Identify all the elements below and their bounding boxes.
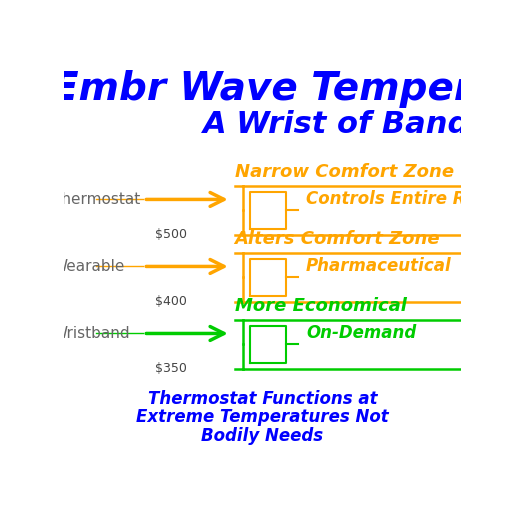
Text: More Economical: More Economical [234, 297, 407, 315]
Text: Extreme Temperatures Not: Extreme Temperatures Not [136, 409, 389, 426]
Text: A Wrist of Band: A Wrist of Band [203, 110, 470, 139]
Text: Pharmaceutical: Pharmaceutical [306, 258, 452, 275]
Text: Controls Entire Room: Controls Entire Room [306, 190, 505, 208]
Text: Alters Comfort Zone: Alters Comfort Zone [234, 230, 440, 248]
Text: $500: $500 [155, 228, 187, 241]
Text: Bodily Needs: Bodily Needs [201, 428, 324, 445]
Text: Embr Wave Temperature: Embr Wave Temperature [52, 70, 512, 108]
Text: $400: $400 [155, 295, 187, 308]
Text: Wristband: Wristband [52, 326, 130, 341]
Text: $350: $350 [155, 362, 187, 375]
Text: On-Demand: On-Demand [306, 325, 416, 343]
Text: Thermostat: Thermostat [52, 192, 140, 207]
Text: Wearable: Wearable [52, 259, 124, 274]
Text: Thermostat Functions at: Thermostat Functions at [147, 390, 377, 408]
Text: Narrow Comfort Zone: Narrow Comfort Zone [234, 163, 454, 181]
